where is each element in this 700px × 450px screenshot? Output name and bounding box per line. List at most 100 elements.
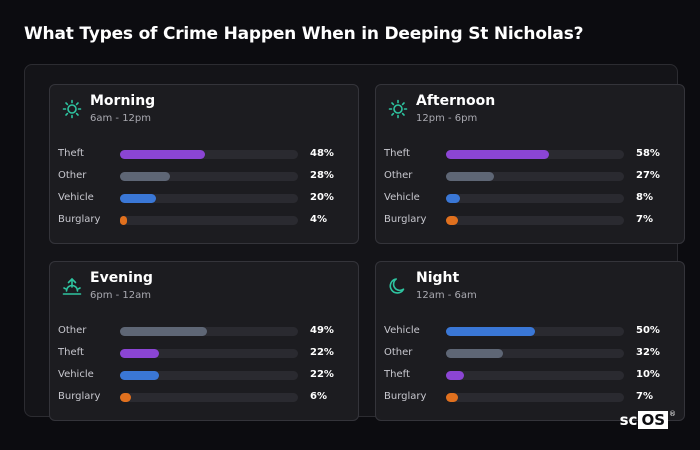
category-label: Other (58, 170, 87, 181)
bar-track (446, 393, 624, 402)
bar-list: Theft 48% Other 28% Vehicle 20% Burglary 4% (58, 145, 354, 233)
bar (120, 194, 156, 203)
bar (446, 194, 460, 203)
card-afternoon: Afternoon 12pm - 6pm Theft 58% Other 27% Veh… (375, 84, 685, 244)
bar (120, 371, 159, 380)
bar-row: Other 28% (58, 167, 354, 189)
bar-row: Other 49% (58, 322, 354, 344)
category-label: Theft (384, 148, 410, 159)
sunset-icon (62, 277, 82, 295)
bar-value-label: 28% (310, 170, 334, 181)
bar-value-label: 8% (636, 192, 653, 203)
bar-value-label: 58% (636, 148, 660, 159)
card-time-range: 6pm - 12am (90, 290, 152, 301)
registered-mark: ® (669, 410, 676, 418)
bar-track (446, 216, 624, 225)
bar-row: Burglary 6% (58, 388, 354, 410)
bar-track (446, 349, 624, 358)
bar-row: Other 32% (384, 344, 680, 366)
bar-track (120, 349, 298, 358)
card-title: Morning (90, 93, 156, 109)
bar-track (120, 393, 298, 402)
card-title: Evening (90, 270, 153, 286)
bar-value-label: 7% (636, 391, 653, 402)
page-title: What Types of Crime Happen When in Deepi… (24, 24, 584, 44)
sun-icon (62, 99, 82, 119)
category-label: Other (384, 170, 413, 181)
bar-track (120, 150, 298, 159)
bar-track (446, 194, 624, 203)
bar (446, 371, 464, 380)
category-label: Theft (58, 148, 84, 159)
bar-track (446, 150, 624, 159)
bar-track (446, 327, 624, 336)
card-time-range: 12pm - 6pm (416, 113, 478, 124)
scos-logo: sc OS ® (620, 410, 676, 430)
bar (446, 172, 494, 181)
bar-value-label: 49% (310, 325, 334, 336)
card-time-range: 12am - 6am (416, 290, 477, 301)
bar-list: Theft 58% Other 27% Vehicle 8% Burglary 7% (384, 145, 680, 233)
bar-value-label: 20% (310, 192, 334, 203)
bar (120, 172, 170, 181)
logo-text-os: OS (638, 411, 668, 429)
bar (446, 349, 503, 358)
card-title: Night (416, 270, 460, 286)
category-label: Theft (384, 369, 410, 380)
category-label: Theft (58, 347, 84, 358)
bar (446, 393, 458, 402)
card-time-range: 6am - 12pm (90, 113, 152, 124)
bar-row: Vehicle 20% (58, 189, 354, 211)
bar (120, 150, 205, 159)
category-label: Vehicle (58, 369, 94, 380)
bar-row: Vehicle 22% (58, 366, 354, 388)
bar-track (446, 172, 624, 181)
bar-value-label: 32% (636, 347, 660, 358)
bar-value-label: 7% (636, 214, 653, 225)
bar-row: Burglary 4% (58, 211, 354, 233)
bar (120, 393, 131, 402)
bar-value-label: 10% (636, 369, 660, 380)
card-morning: Morning 6am - 12pm Theft 48% Other 28% Vehic… (49, 84, 359, 244)
bar-row: Theft 58% (384, 145, 680, 167)
bar-value-label: 22% (310, 347, 334, 358)
bar-track (120, 194, 298, 203)
bar (120, 216, 127, 225)
card-night: Night 12am - 6am Vehicle 50% Other 32% Theft… (375, 261, 685, 421)
bar-track (120, 216, 298, 225)
bar-value-label: 27% (636, 170, 660, 181)
bar-track (120, 172, 298, 181)
bar (446, 327, 535, 336)
bar-value-label: 22% (310, 369, 334, 380)
bar-value-label: 4% (310, 214, 327, 225)
category-label: Vehicle (384, 192, 420, 203)
bar (120, 327, 207, 336)
category-label: Other (384, 347, 413, 358)
category-label: Burglary (58, 214, 101, 225)
bar-track (446, 371, 624, 380)
bar (120, 349, 159, 358)
bar (446, 216, 458, 225)
card-title: Afternoon (416, 93, 496, 109)
bar-value-label: 6% (310, 391, 327, 402)
bar-row: Burglary 7% (384, 388, 680, 410)
bar-list: Vehicle 50% Other 32% Theft 10% Burglary 7% (384, 322, 680, 410)
moon-icon (389, 278, 405, 294)
category-label: Vehicle (384, 325, 420, 336)
bar-list: Other 49% Theft 22% Vehicle 22% Burglary 6% (58, 322, 354, 410)
bar-track (120, 327, 298, 336)
category-label: Vehicle (58, 192, 94, 203)
bar-row: Theft 10% (384, 366, 680, 388)
bar-row: Vehicle 50% (384, 322, 680, 344)
category-label: Other (58, 325, 87, 336)
bar-value-label: 48% (310, 148, 334, 159)
logo-text-sc: sc (619, 411, 638, 429)
card-evening: Evening 6pm - 12am Other 49% Theft 22% Vehic… (49, 261, 359, 421)
bar-row: Theft 22% (58, 344, 354, 366)
bar-value-label: 50% (636, 325, 660, 336)
bar-row: Theft 48% (58, 145, 354, 167)
category-label: Burglary (384, 391, 427, 402)
bar-track (120, 371, 298, 380)
sun-icon (388, 99, 408, 119)
bar (446, 150, 549, 159)
